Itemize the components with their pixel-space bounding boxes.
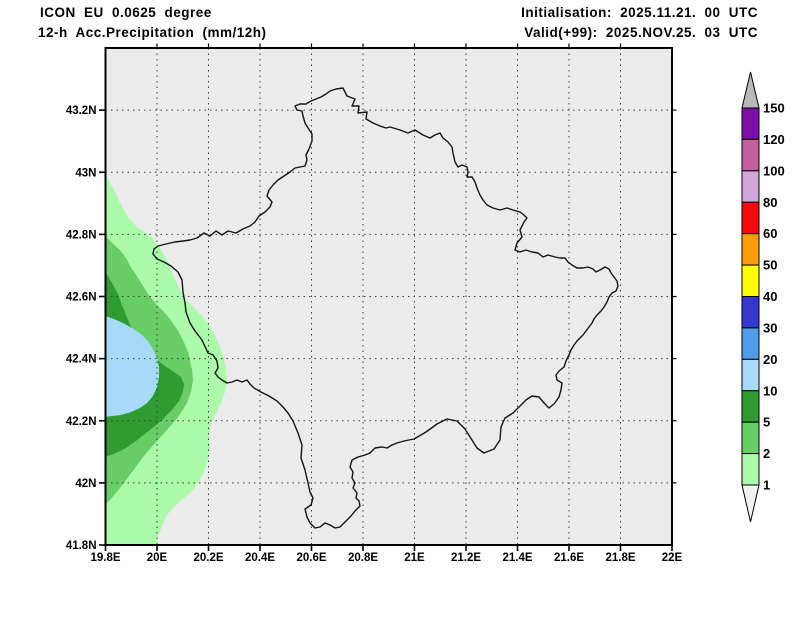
colorbar-segment [741,107,760,140]
graticule [105,48,672,545]
colorbar-segment [741,170,760,203]
x-axis-labels: 19.8E 20E 20.2E 20.4E 20.6E 20.8E 21E 21.2E 21.4… [90,552,682,564]
colorbar-level-label: 1 [763,478,770,493]
colorbar-level-label: 120 [763,132,785,147]
x-tick-label: 21.2E [451,552,481,564]
x-tick-label: 21.6E [554,552,584,564]
y-tick-label: 41.8N [66,540,97,552]
colorbar-segment [741,390,760,423]
colorbar-level-label: 20 [763,352,777,367]
colorbar: 150 120 100 80 60 50 40 30 20 10 5 2 1 [741,71,785,523]
colorbar-segment [741,138,760,172]
colorbar-level-label: 60 [763,226,777,241]
product-title: 12-h Acc.Precipitation (mm/12h) [38,25,267,40]
colorbar-level-label: 10 [763,383,777,398]
colorbar-level-label: 100 [763,163,785,178]
precip-band-10-20mm [105,316,159,417]
model-title: ICON EU 0.0625 degree [40,5,212,20]
x-tick-label: 20.8E [348,552,378,564]
y-tick-label: 42.4N [66,354,97,366]
x-tick-label: 21.8E [605,552,635,564]
x-tick-label: 21.4E [502,552,532,564]
axis-ticks [99,43,677,551]
x-tick-label: 19.8E [90,552,120,564]
x-tick-label: 20E [147,552,168,564]
x-tick-label: 20.6E [296,552,326,564]
colorbar-level-label: 40 [763,289,777,304]
y-tick-label: 42.8N [66,229,97,241]
colorbar-level-label: 30 [763,320,777,335]
y-axis-labels: 43.2N 43N 42.8N 42.6N 42.4N 42.2N 42N 41.8N [66,105,97,552]
colorbar-level-label: 50 [763,258,777,273]
colorbar-under-arrow [741,484,760,523]
colorbar-level-label: 5 [763,415,770,430]
colorbar-level-label: 80 [763,195,777,210]
y-tick-label: 43.2N [66,105,97,117]
initialisation-time: Initialisation: 2025.11.21. 00 UTC [521,5,758,20]
colorbar-segment [741,421,760,455]
colorbar-segment [741,453,760,486]
colorbar-level-label: 150 [763,101,785,116]
y-tick-label: 42N [75,478,96,490]
x-tick-label: 20.4E [245,552,275,564]
country-border-outline [152,87,619,529]
x-tick-label: 21E [404,552,425,564]
colorbar-segment [741,264,760,298]
x-tick-label: 20.2E [193,552,223,564]
y-tick-label: 43N [75,167,96,179]
colorbar-segment [741,233,760,266]
colorbar-over-arrow [741,71,760,109]
colorbar-segment [741,358,760,392]
y-tick-label: 42.2N [66,416,97,428]
x-tick-label: 22E [662,552,683,564]
valid-time: Valid(+99): 2025.NOV.25. 03 UTC [524,25,758,40]
colorbar-level-label: 2 [763,446,770,461]
colorbar-segment [741,296,760,329]
colorbar-segment [741,201,760,235]
colorbar-segment [741,327,760,360]
precipitation-contours [105,174,227,545]
y-tick-label: 42.6N [66,292,97,304]
